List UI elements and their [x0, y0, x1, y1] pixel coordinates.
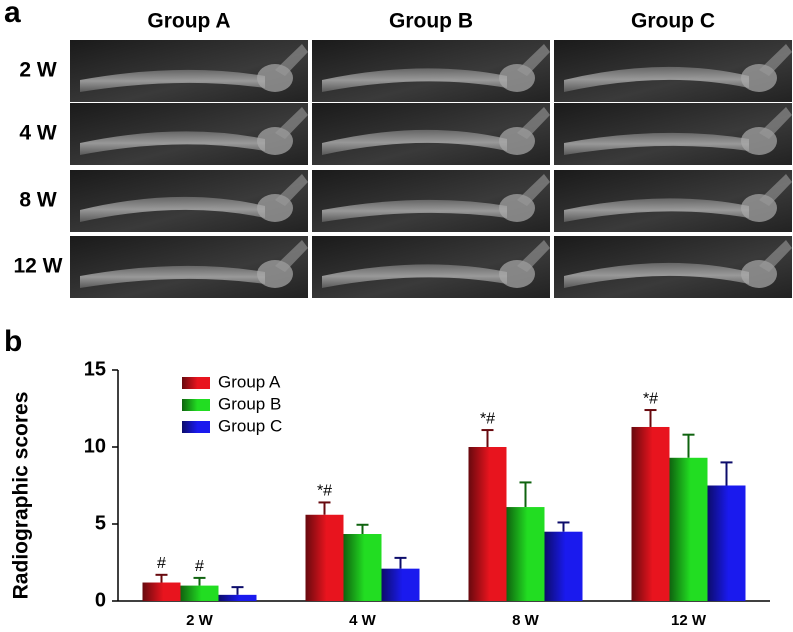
bar [707, 485, 746, 601]
legend-label: Group B [218, 394, 281, 413]
bone [564, 66, 749, 92]
y-tick-label: 0 [95, 589, 106, 611]
bone [564, 198, 749, 222]
bone [322, 68, 507, 92]
y-tick-label: 10 [84, 435, 106, 457]
bone [80, 196, 265, 222]
legend-swatch [182, 399, 210, 411]
humerus [517, 240, 550, 272]
bar [218, 594, 257, 601]
x-tick-label: 12 W [671, 612, 707, 629]
bar [506, 507, 545, 601]
x-tick-label: 4 W [349, 612, 377, 629]
bone [80, 131, 265, 155]
bone [322, 129, 507, 155]
bar [343, 534, 382, 601]
significance-mark: *# [317, 483, 332, 500]
column-header: Group C [631, 10, 715, 33]
bar [305, 514, 344, 601]
legend-label: Group C [218, 416, 282, 435]
y-axis-label: Radiographic scores [10, 392, 33, 600]
bone [322, 264, 507, 288]
legend-swatch [182, 377, 210, 389]
bar [142, 582, 181, 601]
y-tick-label: 15 [84, 358, 106, 380]
humerus [759, 240, 792, 272]
humerus [759, 44, 792, 76]
legend-label: Group A [218, 372, 281, 391]
significance-mark: # [157, 555, 166, 572]
humerus [759, 174, 792, 206]
bone [80, 265, 265, 288]
panel-label: b [4, 325, 22, 358]
humerus [517, 107, 550, 139]
row-label: 4 W [19, 122, 57, 145]
x-tick-label: 2 W [186, 612, 214, 629]
row-label: 12 W [13, 255, 62, 278]
bone [564, 132, 749, 155]
humerus [759, 107, 792, 139]
bar [468, 447, 507, 601]
row-label: 2 W [19, 59, 57, 82]
bar [669, 457, 708, 601]
row-label: 8 W [19, 189, 57, 212]
bone [564, 262, 749, 288]
significance-mark: *# [480, 410, 495, 427]
column-header: Group A [147, 10, 230, 33]
humerus [275, 174, 308, 206]
column-header: Group B [389, 10, 473, 33]
bar [631, 426, 670, 601]
y-tick-label: 5 [95, 512, 106, 534]
humerus [275, 240, 308, 272]
legend-swatch [182, 421, 210, 433]
bone [80, 69, 265, 92]
x-tick-label: 8 W [512, 612, 540, 629]
panel-label: a [4, 0, 21, 29]
significance-mark: # [195, 558, 204, 575]
humerus [275, 44, 308, 76]
humerus [517, 44, 550, 76]
bone [322, 199, 507, 222]
significance-mark: *# [643, 390, 658, 407]
bar [544, 531, 583, 601]
humerus [517, 174, 550, 206]
bar [381, 568, 420, 601]
humerus [275, 107, 308, 139]
bar [180, 585, 219, 601]
